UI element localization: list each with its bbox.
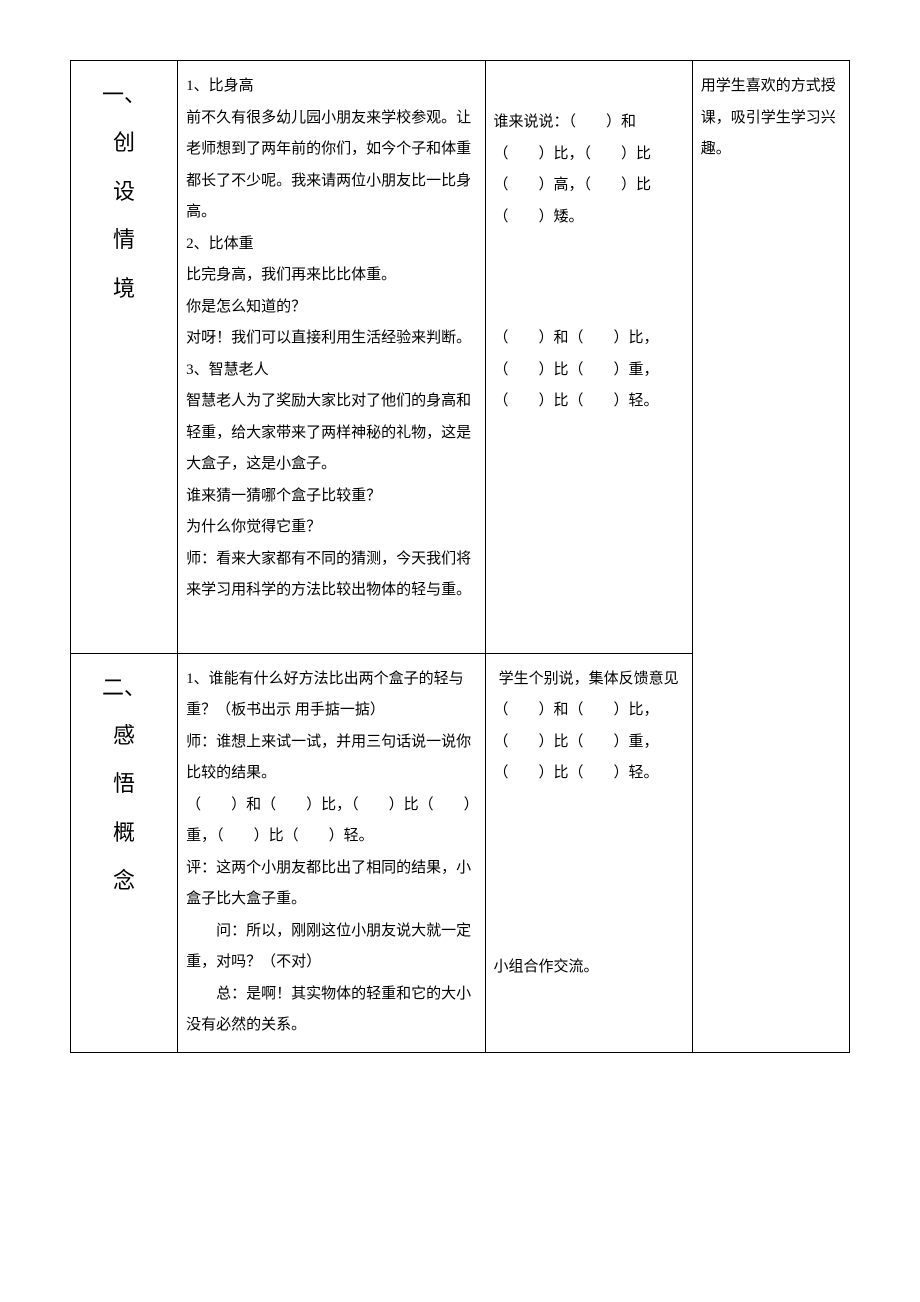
paragraph: 师：谁想上来试一试，并用三句话说一说你比较的结果。 bbox=[186, 727, 476, 790]
blank-space bbox=[494, 916, 684, 934]
paragraph: 智慧老人为了奖励大家比对了他们的身高和轻重，给大家带来了两样神秘的礼物，这是大盒… bbox=[186, 386, 476, 481]
section-label-line: 境 bbox=[79, 265, 169, 313]
section-label-line: 二、 bbox=[79, 664, 169, 712]
blank-space bbox=[494, 826, 684, 844]
paragraph: 对呀！我们可以直接利用生活经验来判断。 bbox=[186, 323, 476, 355]
paragraph: 用学生喜欢的方式授课，吸引学生学习兴趣。 bbox=[701, 71, 841, 166]
paragraph: 总：是啊！其实物体的轻重和它的大小没有必然的关系。 bbox=[186, 979, 476, 1042]
blank-space bbox=[494, 898, 684, 916]
blank-space bbox=[494, 880, 684, 898]
blank-space bbox=[186, 607, 476, 625]
blank-space bbox=[494, 934, 684, 952]
paragraph: 1、比身高 bbox=[186, 71, 476, 103]
section-label-line: 情 bbox=[79, 216, 169, 264]
paragraph: 为什么你觉得它重？ bbox=[186, 512, 476, 544]
paragraph: 1、谁能有什么好方法比出两个盒子的轻与重？（板书出示 用手掂一掂） bbox=[186, 664, 476, 727]
table-row: 一、 创 设 情 境 1、比身高 前不久有很多幼儿园小朋友来学校参观。让老师想到… bbox=[71, 61, 850, 654]
teacher-activity-cell: 1、比身高 前不久有很多幼儿园小朋友来学校参观。让老师想到了两年前的你们，如今个… bbox=[178, 61, 485, 654]
paragraph: 前不久有很多幼儿园小朋友来学校参观。让老师想到了两年前的你们，如今个子和体重都长… bbox=[186, 103, 476, 229]
paragraph: 2、比体重 bbox=[186, 229, 476, 261]
blank-space bbox=[494, 844, 684, 862]
teacher-activity-cell: 1、谁能有什么好方法比出两个盒子的轻与重？（板书出示 用手掂一掂） 师：谁想上来… bbox=[178, 653, 485, 1052]
paragraph: （ ）和（ ）比，（ ）比（ ）重，（ ）比（ ）轻。 bbox=[494, 323, 684, 418]
document-page: 一、 创 设 情 境 1、比身高 前不久有很多幼儿园小朋友来学校参观。让老师想到… bbox=[0, 0, 920, 1133]
section-label-line: 悟 bbox=[79, 760, 169, 808]
paragraph: 评：这两个小朋友都比出了相同的结果，小盒子比大盒子重。 bbox=[186, 853, 476, 916]
paragraph: 师：看来大家都有不同的猜测，今天我们将来学习用科学的方法比较出物体的轻与重。 bbox=[186, 544, 476, 607]
blank-space bbox=[494, 269, 684, 287]
section-label-line: 创 bbox=[79, 119, 169, 167]
paragraph: 问：所以，刚刚这位小朋友说大就一定重，对吗？（不对） bbox=[186, 916, 476, 979]
blank-space bbox=[494, 305, 684, 323]
paragraph: 学生个别说，集体反馈意见 bbox=[494, 664, 684, 696]
student-activity-cell: 谁来说说：（ ）和（ ）比，（ ）比（ ）高，（ ）比（ ）矮。 （ ）和（ ）… bbox=[485, 61, 692, 654]
paragraph: （ ）和（ ）比，（ ）比（ ）重，（ ）比（ ）轻。 bbox=[186, 790, 476, 853]
paragraph: 你是怎么知道的？ bbox=[186, 292, 476, 324]
student-activity-cell: 学生个别说，集体反馈意见 （ ）和（ ）比，（ ）比（ ）重，（ ）比（ ）轻。… bbox=[485, 653, 692, 1052]
blank-space bbox=[494, 251, 684, 269]
section-label-line: 一、 bbox=[79, 71, 169, 119]
paragraph: 小组合作交流。 bbox=[494, 952, 684, 984]
paragraph: 3、智慧老人 bbox=[186, 355, 476, 387]
paragraph: 比完身高，我们再来比比体重。 bbox=[186, 260, 476, 292]
section-label-line: 感 bbox=[79, 712, 169, 760]
section-label-line: 设 bbox=[79, 168, 169, 216]
paragraph: 谁来说说：（ ）和（ ）比，（ ）比（ ）高，（ ）比（ ）矮。 bbox=[494, 107, 684, 233]
section-label-cell: 二、 感 悟 概 念 bbox=[71, 653, 178, 1052]
notes-cell: 用学生喜欢的方式授课，吸引学生学习兴趣。 bbox=[692, 61, 849, 1053]
paragraph: （ ）和（ ）比，（ ）比（ ）重，（ ）比（ ）轻。 bbox=[494, 695, 684, 790]
blank-space bbox=[494, 233, 684, 251]
section-label-line: 概 bbox=[79, 809, 169, 857]
blank-space bbox=[494, 287, 684, 305]
paragraph: 谁来猜一猜哪个盒子比较重？ bbox=[186, 481, 476, 513]
blank-space bbox=[494, 790, 684, 808]
blank-space bbox=[494, 862, 684, 880]
blank-space bbox=[186, 625, 476, 643]
blank-space bbox=[494, 89, 684, 107]
blank-space bbox=[494, 808, 684, 826]
section-label-line: 念 bbox=[79, 857, 169, 905]
section-label-cell: 一、 创 设 情 境 bbox=[71, 61, 178, 654]
lesson-plan-table: 一、 创 设 情 境 1、比身高 前不久有很多幼儿园小朋友来学校参观。让老师想到… bbox=[70, 60, 850, 1053]
blank-space bbox=[494, 71, 684, 89]
